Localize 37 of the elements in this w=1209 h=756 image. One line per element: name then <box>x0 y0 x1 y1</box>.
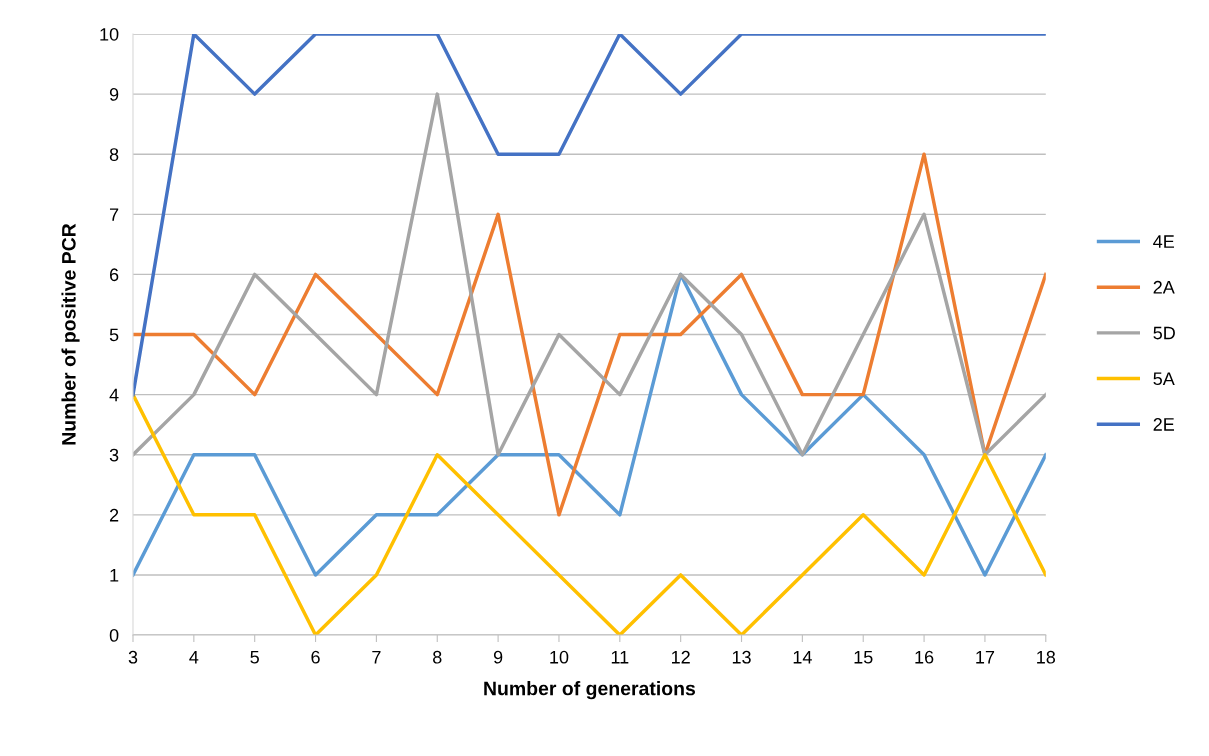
x-tick-label: 11 <box>611 650 629 664</box>
x-tick-label: 10 <box>550 650 569 664</box>
legend-label: 5D <box>1153 326 1175 340</box>
x-tick-label: 5 <box>250 650 259 664</box>
y-tick-label: 9 <box>109 88 119 101</box>
x-tick-label: 4 <box>189 650 199 664</box>
y-tick-label: 5 <box>109 328 119 342</box>
x-tick-label: 12 <box>672 650 690 664</box>
x-tick-label: 8 <box>433 650 442 664</box>
line-series <box>132 152 1046 517</box>
line-series <box>132 92 1046 457</box>
y-axis-title: Number of positive PCR <box>61 223 80 445</box>
x-tick-label: 3 <box>128 650 138 664</box>
x-tick-label: 6 <box>311 650 320 664</box>
y-tick-label: 2 <box>109 508 119 522</box>
y-tick-label: 8 <box>109 148 119 161</box>
x-tick-label: 7 <box>372 650 381 664</box>
y-tick-label: 1 <box>110 569 119 582</box>
y-tick-label: 6 <box>109 268 119 282</box>
x-tick-label: 14 <box>793 650 812 664</box>
legend-label: 2A <box>1153 280 1175 294</box>
y-tick-label: 0 <box>109 628 119 642</box>
x-tick-label: 16 <box>915 650 934 664</box>
x-tick-label: 13 <box>732 650 751 664</box>
x-tick-label: 15 <box>854 650 873 664</box>
x-tick-label: 18 <box>1037 650 1056 664</box>
y-tick-label: 3 <box>109 448 119 462</box>
y-tick-label: 10 <box>100 27 119 41</box>
y-tick-label: 4 <box>109 388 119 402</box>
line-series <box>132 34 1046 397</box>
x-axis-title: Number of generations <box>484 681 696 700</box>
legend-label: 4E <box>1153 235 1175 248</box>
y-tick-label: 7 <box>109 208 119 221</box>
legend-label: 5A <box>1153 372 1175 386</box>
legend-label: 2E <box>1153 418 1175 431</box>
x-tick-label: 17 <box>976 650 995 664</box>
x-tick-label: 9 <box>493 650 503 664</box>
